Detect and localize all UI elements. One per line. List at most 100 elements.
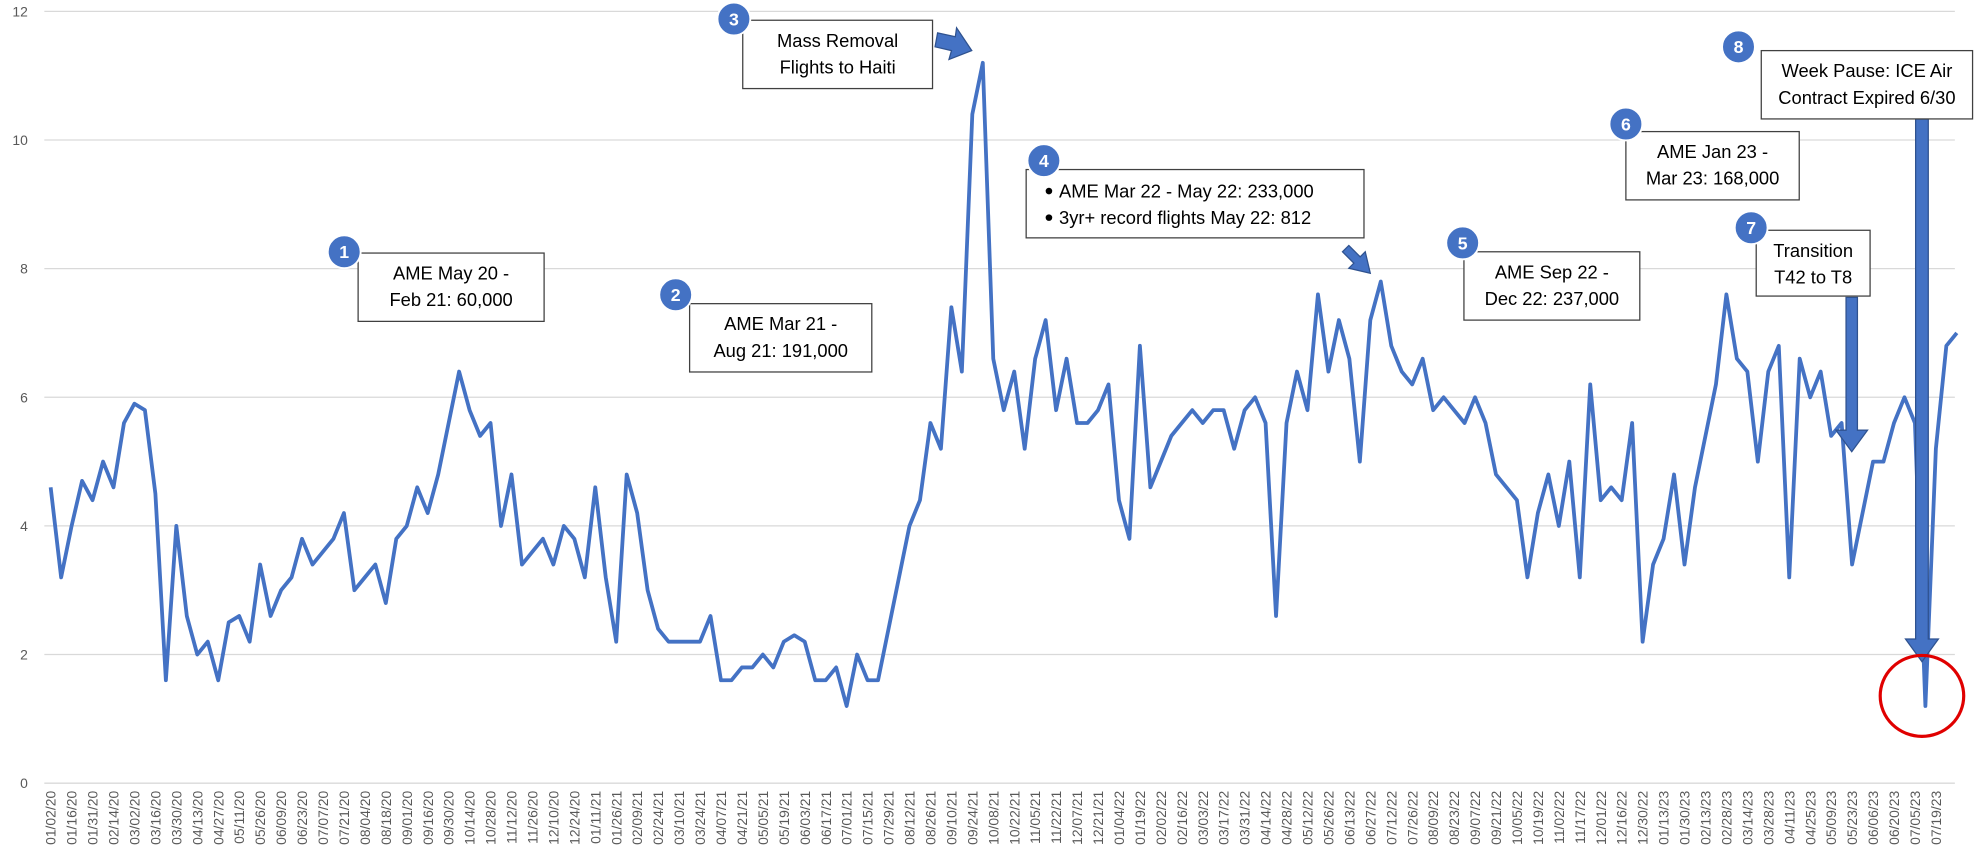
bullet (1045, 214, 1053, 221)
y-tick-label: 12 (12, 3, 28, 19)
x-tick-label: 02/14/20 (106, 791, 122, 845)
annotation-marker (1026, 143, 1062, 179)
x-tick-label: 09/16/20 (420, 791, 436, 845)
x-tick-label: 08/23/22 (1446, 791, 1462, 845)
arrow (1834, 296, 1869, 453)
x-tick-label: 06/09/20 (273, 791, 289, 845)
annotation-text: AME May 20 - (393, 263, 509, 284)
x-tick-label: 11/05/21 (1027, 791, 1043, 844)
x-tick-label: 03/10/21 (671, 791, 687, 845)
x-tick-label: 02/16/22 (1174, 791, 1190, 845)
annotation-text: AME Sep 22 - (1495, 261, 1609, 282)
x-tick-label: 11/12/20 (504, 791, 520, 844)
x-tick-label: 05/11/20 (231, 791, 247, 844)
arrows (934, 26, 1966, 738)
x-tick-label: 06/23/20 (294, 791, 310, 845)
annotation-text: Transition (1773, 240, 1853, 261)
x-tick-label: 02/02/22 (1153, 791, 1169, 845)
annotation-box (357, 252, 545, 323)
x-tick-label: 03/31/22 (1237, 791, 1253, 845)
x-tick-label: 03/17/22 (1216, 791, 1232, 845)
x-tick-label: 04/11/23 (1781, 791, 1797, 844)
x-tick-label: 12/24/20 (566, 791, 582, 845)
x-tick-label: 02/13/23 (1698, 791, 1714, 845)
x-tick-label: 11/22/21 (1048, 791, 1064, 844)
bullet (1045, 187, 1053, 195)
x-tick-label: 06/17/21 (818, 791, 834, 845)
x-tick-label: 01/02/20 (43, 791, 59, 845)
x-tick-label: 05/26/22 (1320, 791, 1336, 845)
annotation-text: Mass Removal (777, 30, 898, 51)
x-tick-label: 06/20/23 (1886, 791, 1902, 845)
annotation-box (1463, 251, 1641, 321)
x-tick-label: 09/21/22 (1488, 791, 1504, 845)
annotation-number: 6 (1621, 114, 1631, 134)
annotation-marker (1733, 210, 1769, 246)
annotation-text: Week Pause: ICE Air (1782, 60, 1953, 81)
x-tick-label: 01/13/23 (1656, 791, 1672, 845)
annotation-box (1755, 229, 1871, 297)
annotation-text: Aug 21: 191,000 (713, 340, 848, 361)
annotation-box (1760, 49, 1974, 120)
x-tick-label: 01/26/21 (608, 791, 624, 845)
series (48, 60, 1959, 708)
annotation-text: AME Jan 23 - (1657, 141, 1768, 162)
x-tick-label: 05/12/22 (1300, 791, 1316, 845)
x-tick-label: 05/09/23 (1823, 791, 1839, 845)
x-tick-label: 10/08/21 (985, 791, 1001, 845)
annotation-box (688, 303, 873, 373)
x-tick-label: 04/25/23 (1802, 791, 1818, 845)
annotation-box (1025, 168, 1365, 239)
annotation-number: 8 (1734, 37, 1744, 57)
x-tick-label: 03/28/23 (1760, 791, 1776, 845)
annotation-text: Contract Expired 6/30 (1778, 87, 1955, 108)
x-tick-label: 11/02/22 (1551, 791, 1567, 844)
arrow (934, 26, 973, 61)
y-tick-label: 10 (12, 132, 28, 148)
x-tick-label: 05/05/21 (755, 791, 771, 845)
x-tick-label: 03/16/20 (147, 791, 163, 845)
annotation-text: Flights to Haiti (780, 56, 896, 77)
annotation-text: T42 to T8 (1774, 266, 1852, 287)
x-tick-label: 07/29/21 (881, 791, 897, 845)
x-tick-label: 12/07/21 (1069, 791, 1085, 845)
annotation-text: Mar 23: 168,000 (1646, 168, 1779, 189)
x-tick-label: 07/19/23 (1928, 791, 1944, 845)
x-tick-label: 01/31/20 (85, 791, 101, 845)
x-tick-label: 02/28/23 (1718, 791, 1734, 845)
x-tick-label: 03/14/23 (1739, 791, 1755, 845)
y-tick-label: 6 (20, 389, 28, 405)
y-tick-label: 4 (20, 518, 28, 534)
annotation-box (1625, 130, 1800, 201)
annotation-number: 2 (671, 285, 681, 305)
x-tick-label: 01/11/21 (587, 791, 603, 844)
x-tick-label: 03/24/21 (692, 791, 708, 845)
x-tick-label: 08/12/21 (902, 791, 918, 845)
x-tick-label: 09/30/20 (441, 791, 457, 845)
x-tick-label: 01/16/20 (64, 791, 80, 845)
annotation-number: 7 (1746, 218, 1756, 238)
x-tick-label: 10/14/20 (462, 791, 478, 845)
annotation-number: 5 (1458, 233, 1468, 253)
x-tick-label: 09/10/21 (943, 791, 959, 845)
annotation-text: AME Mar 22 - May 22: 233,000 (1059, 180, 1314, 201)
annotation-marker (658, 277, 694, 313)
y-tick-label: 2 (20, 647, 28, 663)
x-tick-label: 10/22/21 (1006, 791, 1022, 845)
x-tick-label: 09/01/20 (399, 791, 415, 845)
annotation-marker (1608, 106, 1644, 142)
x-tick-label: 04/07/21 (713, 791, 729, 845)
x-tick-label: 12/16/22 (1614, 791, 1630, 845)
x-tick-label: 07/26/22 (1404, 791, 1420, 845)
x-tick-label: 08/26/21 (922, 791, 938, 845)
annotation-marker (1721, 29, 1756, 65)
x-tick-label: 04/13/20 (189, 791, 205, 845)
x-tick-label: 02/24/21 (650, 791, 666, 845)
x-tick-label: 08/18/20 (378, 791, 394, 845)
annotation-number: 4 (1039, 151, 1049, 171)
x-tick-label: 10/19/22 (1530, 791, 1546, 845)
x-tick-label: 03/02/20 (127, 791, 143, 845)
